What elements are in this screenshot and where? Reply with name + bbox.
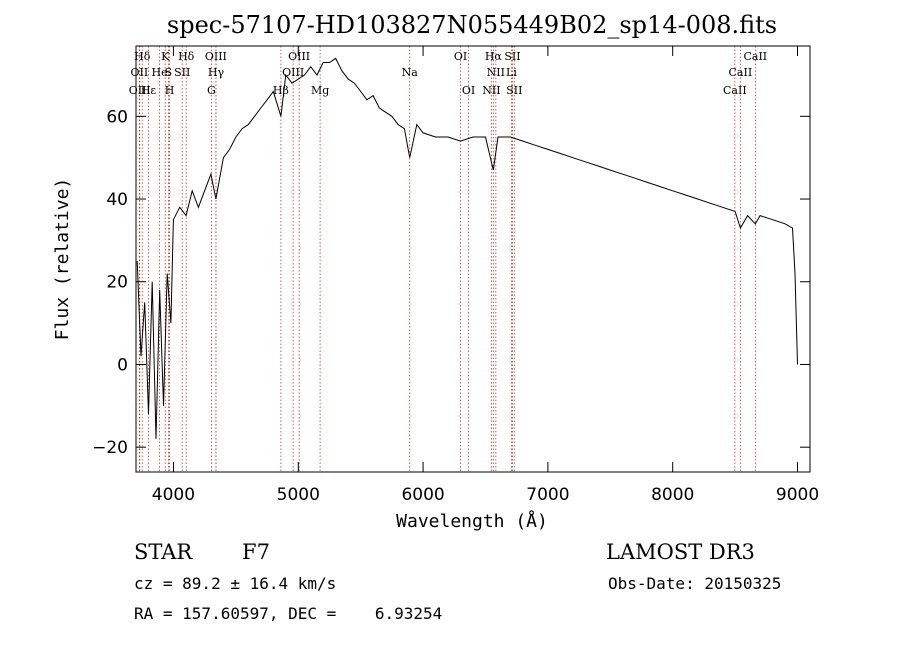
line-label-2: OIII xyxy=(129,84,151,97)
line-label-22: NII xyxy=(487,66,505,79)
object-class: STAR xyxy=(134,540,193,564)
redshift-readout: cz = 89.2 ± 16.4 km/s xyxy=(134,574,337,593)
y-tick-label-1: 0 xyxy=(117,355,128,375)
line-label-26: CaII xyxy=(743,50,767,63)
x-tick-label-4: 8000 xyxy=(651,485,694,505)
line-label-12: G xyxy=(207,84,216,97)
y-tick-label-2: 20 xyxy=(106,273,128,293)
flux-series-line xyxy=(136,57,798,439)
line-label-9: SII xyxy=(174,66,190,79)
survey-name: LAMOST DR3 xyxy=(606,540,755,564)
line-label-19: OI xyxy=(462,84,475,97)
line-label-24: NII xyxy=(482,84,500,97)
x-tick-label-3: 7000 xyxy=(526,485,569,505)
line-label-23: Li xyxy=(506,66,517,79)
line-label-25: SII xyxy=(506,84,522,97)
chart-title: spec-57107-HD103827N055449B02_sp14-008.f… xyxy=(167,11,777,39)
line-label-18: OI xyxy=(454,50,467,63)
line-label-10: OIII xyxy=(205,50,227,63)
x-tick-label-0: 4000 xyxy=(152,485,195,505)
x-tick-label-2: 6000 xyxy=(401,485,444,505)
observation-date: Obs-Date: 20150325 xyxy=(608,574,782,593)
y-tick-label-3: 40 xyxy=(106,190,128,210)
x-tick-label-5: 9000 xyxy=(776,485,819,505)
x-axis-ticks: 4000 5000 6000 7000 8000 9000 xyxy=(152,46,819,505)
line-label-1: OII xyxy=(131,66,149,79)
line-label-15: Hβ xyxy=(273,84,289,97)
line-label-4: He xyxy=(152,66,168,79)
line-label-8: Hδ xyxy=(178,50,195,63)
coordinates-readout: RA = 157.60597, DEC = 6.93254 xyxy=(134,604,443,623)
plot-frame xyxy=(135,45,811,473)
object-subclass: F7 xyxy=(242,540,270,564)
line-label-11: Hγ xyxy=(208,66,225,79)
x-tick-label-1: 5000 xyxy=(277,485,320,505)
line-label-13: OIII xyxy=(288,50,310,63)
line-label-21: SII xyxy=(504,50,520,63)
line-label-27: CaII xyxy=(729,66,753,79)
line-label-6: S xyxy=(165,66,173,79)
line-label-28: CaII xyxy=(723,84,747,97)
y-axis-ticks: −20 0 20 40 60 xyxy=(92,107,810,458)
y-tick-label-0: −20 xyxy=(92,438,128,458)
line-label-17: Na xyxy=(402,66,419,79)
x-axis-label: Wavelength (Å) xyxy=(396,510,548,532)
line-label-5: Hε xyxy=(141,84,157,97)
y-axis-label: Flux (relative) xyxy=(52,178,73,341)
line-label-0: Hδ xyxy=(134,50,151,63)
spectral-line-labels: Hδ OII OIII K He Hε SH Hδ SII OIII Hγ G OIII OIII Hβ Mg… xyxy=(129,50,767,97)
line-label-14: OIII xyxy=(282,66,304,79)
y-tick-label-4: 60 xyxy=(106,107,128,127)
line-label-20: Hα xyxy=(485,50,503,63)
line-label-7: H xyxy=(165,84,175,97)
line-label-16: Mg xyxy=(311,84,329,97)
line-label-3: K xyxy=(161,50,170,63)
spectral-line-markers xyxy=(138,46,756,472)
